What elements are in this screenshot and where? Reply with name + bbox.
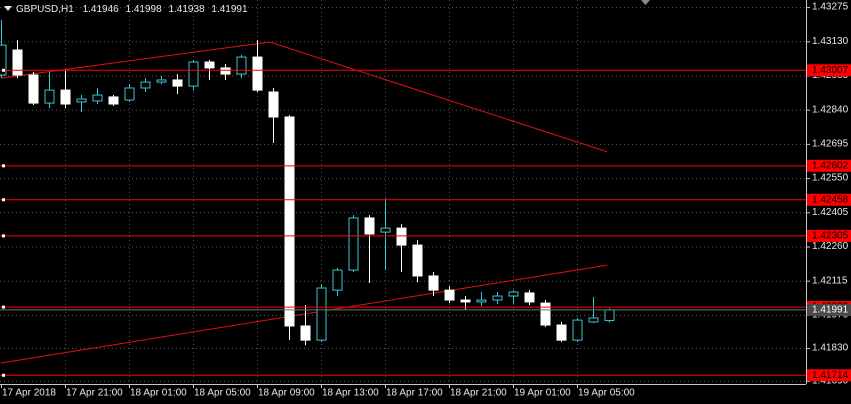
candle-body	[124, 87, 135, 101]
level-label-box	[807, 369, 851, 382]
level-anchor	[2, 198, 5, 202]
candle-body	[460, 299, 471, 303]
candle-body	[284, 116, 295, 327]
candle-body	[76, 98, 87, 103]
candle-body	[556, 324, 567, 341]
level-anchor	[2, 305, 5, 309]
data-layer	[0, 20, 615, 364]
x-tick-label: 18 Apr 17:00	[386, 388, 443, 399]
candle-body	[364, 217, 375, 235]
x-tick-label: 19 Apr 05:00	[578, 388, 635, 399]
level-label: 1.42458	[812, 194, 849, 205]
x-tick-label: 18 Apr 21:00	[450, 388, 507, 399]
header-open: 1.41946	[83, 4, 120, 15]
header-low: 1.41938	[168, 4, 205, 15]
candle-body	[140, 81, 151, 89]
x-tick-label: 18 Apr 09:00	[258, 388, 315, 399]
candle-body	[396, 227, 407, 246]
candle-body	[444, 289, 455, 301]
current-price-label: 1.41991	[812, 305, 849, 316]
candle-body	[188, 61, 199, 87]
x-tick-label: 17 Apr 21:00	[66, 388, 123, 399]
trend-line	[0, 264, 608, 364]
level-label-box	[807, 159, 851, 172]
level-anchor	[2, 164, 5, 168]
y-tick-label: 1.41830	[812, 343, 849, 354]
candle-body	[220, 67, 231, 75]
candle-body	[60, 89, 71, 105]
level-label: 1.43007	[812, 65, 849, 76]
candle-body	[492, 295, 503, 301]
candle-body	[412, 244, 423, 277]
candle-body	[316, 287, 327, 341]
x-tick-label: 18 Apr 01:00	[130, 388, 187, 399]
candle-body	[588, 317, 599, 323]
levels-layer: 1.430071.426021.424581.423051.420031.417…	[0, 64, 851, 382]
level-label: 1.42602	[812, 160, 849, 171]
header: GBPUSD,H1 1.41946 1.41998 1.41938 1.4199…	[4, 4, 248, 15]
y-tick-label: 1.42405	[812, 207, 849, 218]
candle-body	[300, 325, 311, 341]
level-anchor	[2, 373, 5, 377]
trend-line	[0, 41, 608, 153]
candle-body	[28, 74, 39, 104]
level-label-box	[807, 64, 851, 77]
candle-body	[44, 89, 55, 104]
candle-body	[476, 299, 487, 303]
y-tick-label: 1.43130	[812, 36, 849, 47]
y-tick-label: 1.42840	[812, 104, 849, 115]
x-tick-label: 19 Apr 01:00	[514, 388, 571, 399]
candle-body	[236, 56, 247, 75]
y-tick-label: 1.42550	[812, 173, 849, 184]
candle-body	[540, 302, 551, 326]
candle-body	[604, 309, 615, 322]
y-tick-label: 1.43275	[812, 2, 849, 13]
header-text: GBPUSD,H1 1.41946 1.41998 1.41938 1.4199…	[16, 4, 248, 15]
level-label-box	[807, 229, 851, 242]
y-tick-label: 1.42695	[812, 139, 849, 150]
candle-body	[156, 79, 167, 83]
y-tick-label: 1.42260	[812, 241, 849, 252]
level-anchor	[2, 234, 5, 238]
x-tick-label: 18 Apr 05:00	[194, 388, 251, 399]
candle-body	[332, 269, 343, 291]
level-label: 1.42305	[812, 231, 849, 242]
candle-body	[0, 44, 7, 76]
candle-body	[428, 275, 439, 291]
current-price-box	[807, 303, 851, 316]
candle-body	[108, 96, 119, 105]
candle-body	[12, 49, 23, 76]
symbol: GBPUSD,H1	[16, 4, 74, 15]
header-icon	[4, 6, 12, 11]
x-tick-label: 17 Apr 2018	[2, 388, 56, 399]
candle-body	[348, 217, 359, 271]
x-tick-label: 18 Apr 13:00	[322, 388, 379, 399]
y-tick-label: 1.42115	[812, 275, 848, 286]
candle-body	[204, 61, 215, 69]
candle-body	[524, 292, 535, 303]
level-label-box	[807, 193, 851, 206]
shift-marker	[641, 0, 650, 5]
candle-body	[172, 79, 183, 87]
candle-body	[268, 91, 279, 118]
candle-body	[252, 56, 263, 91]
candle-body	[572, 319, 583, 341]
level-label: 1.41714	[812, 370, 849, 381]
header-high: 1.41998	[126, 4, 163, 15]
candle-body	[508, 291, 519, 297]
candle-body	[92, 94, 103, 102]
header-close: 1.41991	[211, 4, 248, 15]
level-anchor	[2, 68, 5, 72]
candle-body	[380, 227, 391, 233]
